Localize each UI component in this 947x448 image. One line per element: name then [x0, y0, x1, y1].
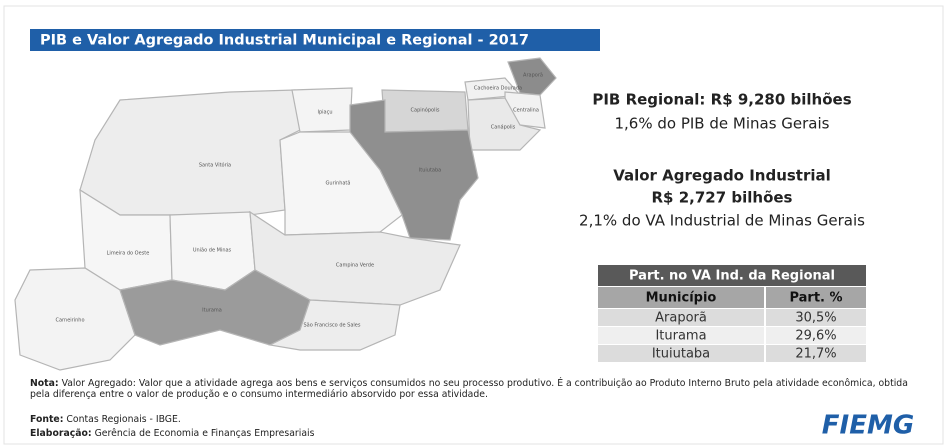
region — [79, 89, 301, 216]
map-label: Araporã — [523, 73, 543, 79]
header-cell — [766, 287, 866, 308]
cell-text: Ituiutaba — [652, 347, 710, 362]
note: Nota: Valor Agregado: Valor que a ativid… — [30, 378, 930, 400]
pib-share: 1,6% do PIB de Minas Gerais — [615, 115, 830, 133]
map-label: São Francisco de Sales — [304, 323, 361, 329]
map-label: Canápolis — [491, 124, 516, 131]
map-label: União de Minas — [193, 248, 232, 254]
title-bar — [30, 29, 600, 51]
map-label: Santa Vitória — [199, 162, 231, 169]
map: Araporã Cachoeira Dourada Centralina Cap… — [14, 57, 557, 371]
cell — [598, 309, 764, 326]
va-share: 2,1% do VA Industrial de Minas Gerais — [579, 212, 865, 230]
note-text: Valor Agregado: Valor que a atividade ag… — [30, 378, 908, 400]
cell-text: Araporã — [655, 311, 707, 326]
source-text: Contas Regionais - IBGE. — [66, 414, 181, 425]
va-heading: Valor Agregado Industrial — [613, 167, 831, 185]
region — [507, 57, 557, 96]
source-label: Fonte: — [30, 414, 64, 425]
source: Fonte: Contas Regionais - IBGE. — [30, 414, 181, 425]
map-label: Ipiaçu — [317, 110, 332, 116]
title: PIB e Valor Agregado Industrial Municipa… — [40, 33, 529, 49]
column-header: Município — [646, 291, 717, 306]
cell — [766, 327, 866, 344]
header-cell — [598, 287, 764, 308]
logo: FIEMG — [822, 411, 914, 441]
credits-text: Gerência de Economia e Finanças Empresar… — [94, 428, 315, 439]
cell — [598, 327, 764, 344]
map-label: Campina Verde — [336, 263, 374, 269]
map-label: Iturama — [202, 308, 222, 314]
map-label: Centralina — [513, 108, 539, 114]
credits-label: Elaboração: — [30, 428, 92, 439]
pib-heading: PIB Regional: R$ 9,280 bilhões — [592, 91, 851, 109]
map-label: Cachoeira Dourada — [474, 86, 522, 92]
cell — [598, 345, 764, 362]
note-label: Nota: — [30, 378, 59, 389]
credits: Elaboração: Gerência de Economia e Finan… — [30, 428, 314, 439]
cell-text: 21,7% — [795, 347, 836, 362]
map-label: Ituiutaba — [419, 168, 441, 174]
cell — [766, 309, 866, 326]
slide-frame — [3, 5, 944, 445]
cell-text: 30,5% — [795, 311, 836, 326]
column-header: Part. % — [789, 291, 842, 306]
cell-text: 29,6% — [795, 329, 836, 344]
cell-text: Iturama — [655, 329, 706, 344]
map-label: Capinópolis — [411, 107, 440, 114]
table-title: Part. no VA Ind. da Regional — [629, 269, 835, 284]
map-label: Gurinhatã — [326, 181, 351, 187]
table-title-bg — [598, 265, 866, 286]
map-label: Carneirinho — [56, 318, 85, 324]
region — [14, 267, 136, 371]
table: Part. no VA Ind. da Regional Município P… — [598, 265, 866, 362]
cell — [766, 345, 866, 362]
region — [268, 299, 401, 351]
map-label: Limeira do Oeste — [107, 251, 150, 257]
va-amount: R$ 2,727 bilhões — [652, 189, 793, 207]
